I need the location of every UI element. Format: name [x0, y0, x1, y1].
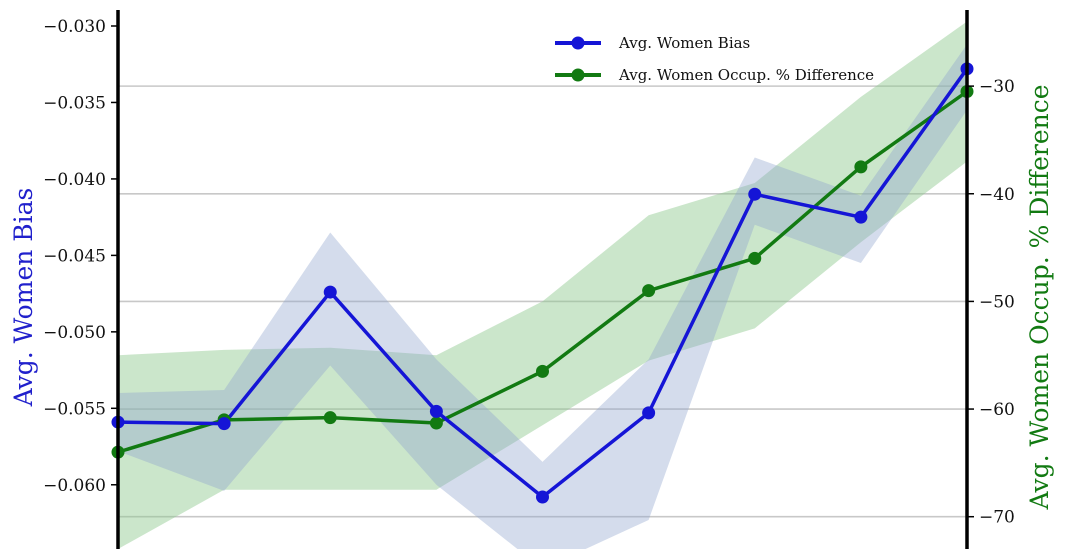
point-series-0-5 [642, 406, 656, 420]
left-tick-label-5: −0.055 [43, 399, 106, 419]
point-series-1-6 [748, 251, 762, 265]
right-tick-label-0: −30 [979, 77, 1015, 97]
legend-marker-occup-difference [571, 68, 585, 82]
right-axis-title: Avg. Women Occup. % Difference [1025, 84, 1054, 510]
point-series-0-7 [854, 210, 868, 224]
right-tick-label-3: −60 [979, 400, 1015, 420]
axis-ticks: −0.030 −0.035 −0.040 −0.045 −0.050 −0.055 −0.0… [43, 17, 1015, 528]
point-series-1-3 [429, 416, 443, 430]
left-tick-label-1: −0.035 [43, 93, 106, 113]
left-tick-label-0: −0.030 [43, 17, 106, 37]
point-series-0-3 [429, 404, 443, 418]
left-axis-title: Avg. Women Bias [9, 188, 38, 408]
point-series-0-1 [217, 417, 231, 431]
point-series-0-6 [748, 187, 762, 201]
band-series-0 [118, 44, 967, 549]
confidence-bands [118, 21, 967, 549]
right-tick-label-1: −40 [979, 185, 1015, 205]
point-series-0-2 [323, 285, 337, 299]
point-series-0-4 [536, 490, 549, 504]
legend-label-women-bias: Avg. Women Bias [618, 34, 750, 52]
legend-label-occup-difference: Avg. Women Occup. % Difference [618, 66, 874, 84]
legend-marker-women-bias [571, 36, 585, 50]
left-tick-label-2: −0.040 [43, 170, 106, 190]
left-tick-label-4: −0.050 [43, 323, 106, 343]
point-series-1-4 [536, 364, 549, 378]
left-tick-label-3: −0.045 [43, 246, 106, 266]
point-series-1-2 [323, 411, 337, 425]
left-tick-label-6: −0.060 [43, 476, 106, 496]
point-series-1-7 [854, 160, 868, 174]
right-tick-label-2: −50 [979, 292, 1015, 312]
right-tick-label-4: −70 [979, 508, 1015, 528]
grid-lines [118, 85, 967, 518]
point-series-1-5 [642, 284, 656, 298]
legend: Avg. Women Bias Avg. Women Occup. % Diff… [555, 34, 874, 84]
